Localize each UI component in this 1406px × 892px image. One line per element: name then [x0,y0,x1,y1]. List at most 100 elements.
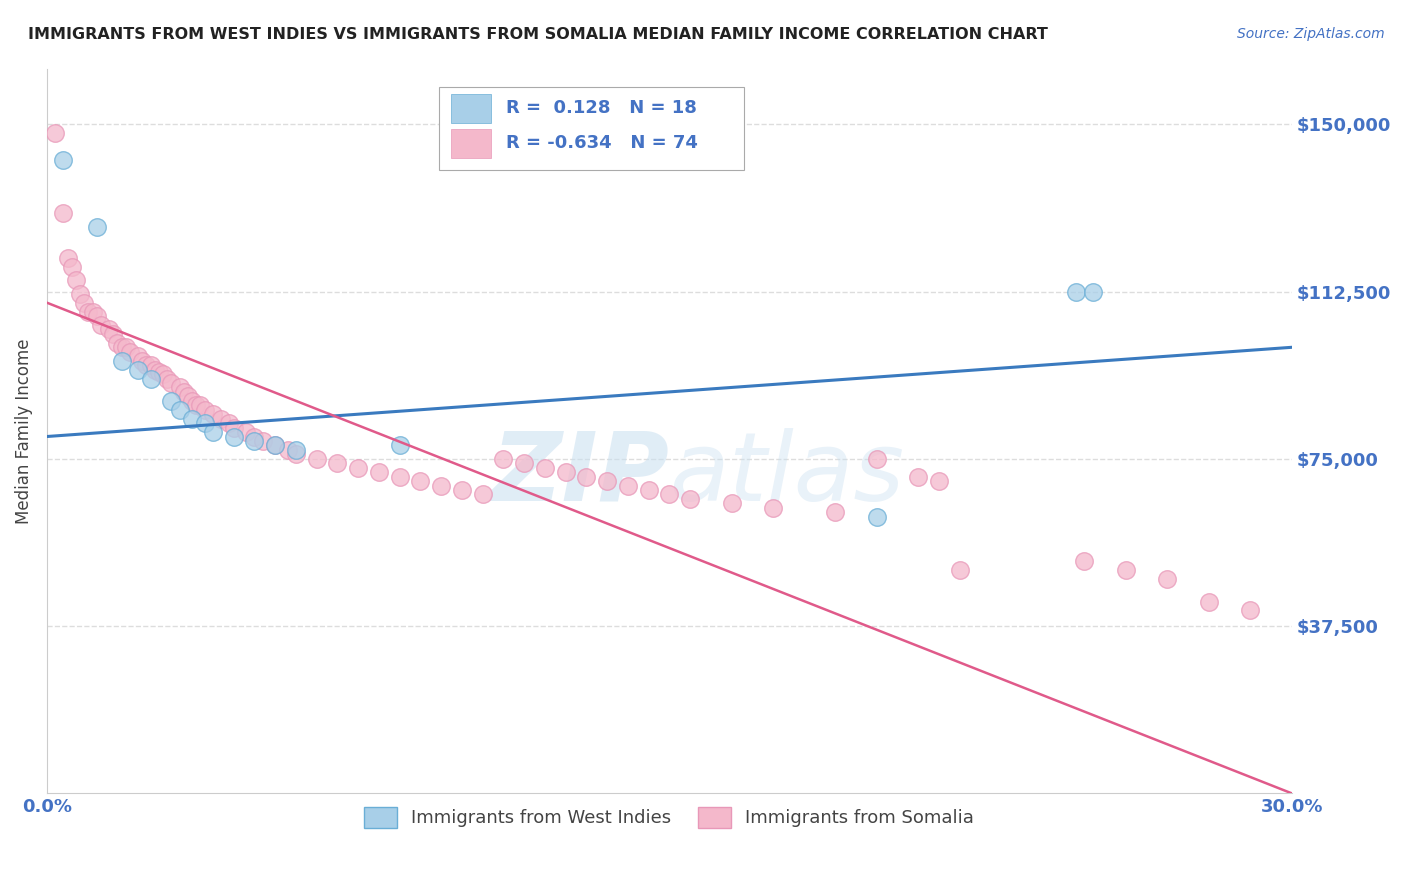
Point [617,478,640,492]
FancyBboxPatch shape [451,128,491,158]
FancyBboxPatch shape [451,94,491,123]
Point [107,335,129,350]
Point [347,460,370,475]
Point [824,505,846,519]
Point [86,219,108,234]
Point [60,260,83,274]
Point [284,447,307,461]
Point [52,206,75,220]
Point [1081,285,1104,299]
Point [160,376,183,390]
Point [637,483,659,497]
Point [190,398,212,412]
Point [222,429,245,443]
Point [1239,603,1261,617]
Point [513,456,536,470]
Point [949,563,972,577]
Point [596,474,619,488]
Point [264,438,287,452]
Text: atlas: atlas [669,428,904,521]
Text: R = -0.634   N = 74: R = -0.634 N = 74 [506,134,699,153]
Point [658,487,681,501]
Point [928,474,950,488]
Point [235,425,257,439]
Point [110,340,132,354]
Point [866,509,889,524]
Point [450,483,472,497]
Point [139,358,162,372]
Point [252,434,274,448]
Point [181,393,204,408]
Point [127,362,149,376]
Point [201,407,224,421]
Point [866,451,889,466]
Y-axis label: Median Family Income: Median Family Income [15,338,32,524]
Point [98,322,121,336]
Point [90,318,112,332]
Point [762,500,785,515]
Point [181,411,204,425]
Point [169,402,191,417]
Point [554,465,576,479]
Point [209,411,232,425]
Point [243,434,266,448]
Point [284,442,307,457]
Point [152,367,174,381]
Point [575,469,598,483]
Point [73,295,96,310]
Point [177,389,200,403]
Point [1156,572,1178,586]
FancyBboxPatch shape [439,87,744,170]
Point [114,340,136,354]
Point [720,496,742,510]
Point [907,469,929,483]
Point [222,420,245,434]
Point [471,487,494,501]
Point [409,474,432,488]
Point [1198,594,1220,608]
Point [131,353,153,368]
Text: ZIP: ZIP [492,428,669,521]
Point [367,465,389,479]
Text: IMMIGRANTS FROM WEST INDIES VS IMMIGRANTS FROM SOMALIA MEDIAN FAMILY INCOME CORR: IMMIGRANTS FROM WEST INDIES VS IMMIGRANT… [28,27,1047,42]
Point [388,438,411,452]
Point [135,358,157,372]
Point [534,460,557,475]
Point [156,371,179,385]
Text: R =  0.128   N = 18: R = 0.128 N = 18 [506,99,697,118]
Point [1064,285,1087,299]
Point [110,353,132,368]
Point [277,442,299,457]
Point [388,469,411,483]
Point [77,304,100,318]
Point [194,402,217,417]
Point [430,478,453,492]
Point [1115,563,1137,577]
Text: Source: ZipAtlas.com: Source: ZipAtlas.com [1237,27,1385,41]
Point [86,309,108,323]
Point [65,273,87,287]
Point [143,362,166,376]
Point [148,365,170,379]
Point [82,304,104,318]
Point [264,438,287,452]
Point [103,326,125,341]
Point [218,416,240,430]
Point [201,425,224,439]
Point [186,398,208,412]
Point [69,286,91,301]
Legend: Immigrants from West Indies, Immigrants from Somalia: Immigrants from West Indies, Immigrants … [357,800,981,835]
Point [56,251,79,265]
Point [169,380,191,394]
Point [52,153,75,167]
Point [139,371,162,385]
Point [326,456,349,470]
Point [194,416,217,430]
Point [160,393,183,408]
Point [1073,554,1095,568]
Point [492,451,515,466]
Point [305,451,328,466]
Point [44,126,66,140]
Point [118,344,141,359]
Point [173,384,195,399]
